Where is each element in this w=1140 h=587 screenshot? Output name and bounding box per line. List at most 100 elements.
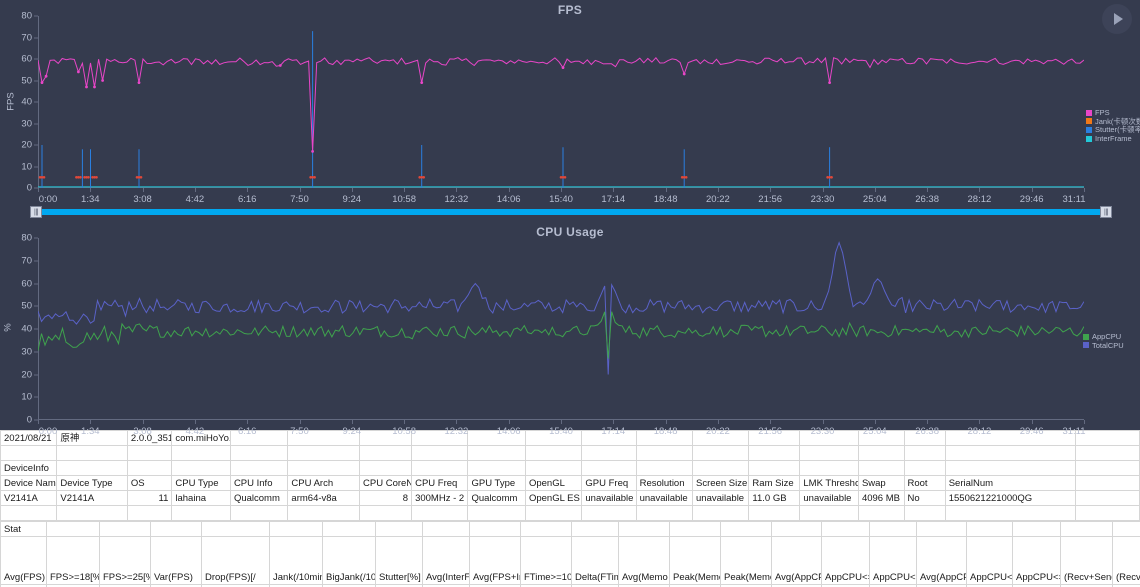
device-info-header-cell[interactable]: Swap: [857, 475, 905, 491]
section-label-cell[interactable]: [469, 521, 521, 537]
section-label-cell[interactable]: [821, 521, 870, 537]
stat-header-cell[interactable]: Avg(Memo: [618, 536, 670, 585]
spacer-cell[interactable]: [0, 445, 58, 461]
device-info-header-cell[interactable]: SerialNum: [944, 475, 1076, 491]
spacer-cell[interactable]: [411, 445, 469, 461]
legend-item[interactable]: Jank(卡顿次数): [1086, 117, 1140, 125]
device-info-value-cell[interactable]: 300MHz - 2: [411, 490, 469, 506]
section-label-cell[interactable]: [322, 521, 376, 537]
section-label-cell[interactable]: [748, 460, 801, 476]
device-info-value-cell[interactable]: 4096 MB: [857, 490, 905, 506]
stat-header-cell[interactable]: Delta(FTime: [571, 536, 619, 585]
stat-header-cell[interactable]: Drop(FPS)[/: [201, 536, 270, 585]
stat-header-cell[interactable]: AppCPU<=: [821, 536, 870, 585]
section-label-cell[interactable]: [720, 521, 772, 537]
section-label-cell[interactable]: [771, 521, 822, 537]
device-info-header-cell[interactable]: CPU Type: [171, 475, 231, 491]
device-info-value-cell[interactable]: V2141A: [0, 490, 58, 506]
spacer-cell[interactable]: [287, 505, 361, 521]
section-label-cell[interactable]: [571, 521, 619, 537]
spacer-cell[interactable]: [229, 505, 289, 521]
spacer-cell[interactable]: [229, 445, 289, 461]
spacer-cell[interactable]: [692, 445, 750, 461]
section-label-cell[interactable]: [944, 460, 1076, 476]
spacer-cell[interactable]: [635, 505, 694, 521]
device-info-header-cell[interactable]: OS: [126, 475, 173, 491]
spacer-cell[interactable]: [1074, 445, 1140, 461]
section-label-cell[interactable]: [411, 460, 469, 476]
section-label-cell[interactable]: Stat: [0, 521, 47, 537]
device-info-header-cell[interactable]: GPU Freq: [581, 475, 637, 491]
spacer-cell[interactable]: [359, 505, 413, 521]
play-icon[interactable]: [1102, 4, 1132, 34]
spacer-cell[interactable]: [903, 445, 946, 461]
device-info-value-cell[interactable]: unavailable: [635, 490, 694, 506]
section-label-cell[interactable]: [171, 460, 231, 476]
spacer-cell[interactable]: [467, 445, 526, 461]
section-label-cell[interactable]: [857, 460, 905, 476]
spacer-cell[interactable]: [467, 505, 526, 521]
spacer-cell[interactable]: [857, 445, 905, 461]
section-label-cell[interactable]: [422, 521, 470, 537]
spacer-cell[interactable]: [857, 505, 905, 521]
cpu-plot-area[interactable]: 0 10 20 30 40 50 60 70 80 0:00 1:34 3:08 4:42 6:16 7:5…: [21, 233, 1085, 438]
spacer-cell[interactable]: [56, 505, 128, 521]
device-info-value-cell[interactable]: Qualcomm: [229, 490, 289, 506]
section-label-cell[interactable]: [201, 521, 270, 537]
spacer-cell[interactable]: [126, 505, 173, 521]
slider-handle-left[interactable]: |||: [30, 206, 42, 218]
legend-item[interactable]: FPS: [1086, 109, 1140, 116]
device-info-header-cell[interactable]: [1074, 475, 1140, 491]
section-label-cell[interactable]: [150, 521, 202, 537]
section-label-cell[interactable]: [520, 521, 572, 537]
stat-header-cell[interactable]: FTime>=100: [520, 536, 572, 585]
stat-header-cell[interactable]: Avg(FPS): [0, 536, 47, 585]
timeline-range-slider[interactable]: ||| |||: [30, 206, 1112, 218]
device-info-header-cell[interactable]: CPU Info: [229, 475, 289, 491]
report-spreadsheet[interactable]: 2021/08/21原神2.0.0_35136com.miHoYo.Yuansh…: [0, 430, 1140, 587]
stat-header-cell[interactable]: Avg(FPS+In: [469, 536, 521, 585]
section-label-cell[interactable]: [966, 521, 1013, 537]
stat-value-cell[interactable]: 718.37: [1112, 584, 1140, 587]
section-label-cell[interactable]: [467, 460, 526, 476]
device-info-header-cell[interactable]: OpenGL: [524, 475, 583, 491]
section-label-cell[interactable]: [126, 460, 173, 476]
slider-track[interactable]: [30, 209, 1112, 215]
section-label-cell[interactable]: [375, 521, 423, 537]
stat-header-cell[interactable]: Avg(AppCP: [771, 536, 822, 585]
device-info-header-cell[interactable]: Device Name: [0, 475, 58, 491]
spacer-cell[interactable]: [1074, 505, 1140, 521]
stat-header-cell[interactable]: Avg(AppCPU)[%] Normalized: [916, 536, 967, 585]
device-info-value-cell[interactable]: 11: [126, 490, 173, 506]
spacer-cell[interactable]: [799, 505, 859, 521]
device-info-value-cell[interactable]: 11.0 GB: [748, 490, 801, 506]
stat-header-cell[interactable]: (Recv+Send)[KB/10min]: [1112, 536, 1140, 585]
section-label-cell[interactable]: [1112, 521, 1140, 537]
spacer-cell[interactable]: [359, 445, 413, 461]
spacer-cell[interactable]: [799, 445, 859, 461]
device-info-value-cell[interactable]: lahaina: [171, 490, 231, 506]
section-label-cell[interactable]: [46, 521, 100, 537]
device-info-header-cell[interactable]: Resolution: [635, 475, 694, 491]
stat-header-cell[interactable]: AppCPU<=60%[%] Normalized: [966, 536, 1013, 585]
device-info-value-cell[interactable]: unavailable: [581, 490, 637, 506]
device-info-value-cell[interactable]: 1550621221000QG: [944, 490, 1076, 506]
spacer-cell[interactable]: [635, 445, 694, 461]
section-label-cell[interactable]: [524, 460, 583, 476]
section-label-cell[interactable]: [692, 460, 750, 476]
legend-item[interactable]: Stutter(卡顿率): [1086, 126, 1140, 134]
section-label-cell[interactable]: [635, 460, 694, 476]
spacer-cell[interactable]: [171, 505, 231, 521]
spacer-cell[interactable]: [748, 445, 801, 461]
device-info-value-cell[interactable]: 8: [359, 490, 413, 506]
spacer-cell[interactable]: [692, 505, 750, 521]
spacer-cell[interactable]: [524, 445, 583, 461]
spacer-cell[interactable]: [287, 445, 361, 461]
section-label-cell[interactable]: [799, 460, 859, 476]
section-label-cell[interactable]: [269, 521, 323, 537]
device-info-header-cell[interactable]: Root: [903, 475, 946, 491]
section-label-cell[interactable]: [229, 460, 289, 476]
spacer-cell[interactable]: [56, 445, 128, 461]
device-info-value-cell[interactable]: unavailable: [799, 490, 859, 506]
spacer-cell[interactable]: [581, 505, 637, 521]
